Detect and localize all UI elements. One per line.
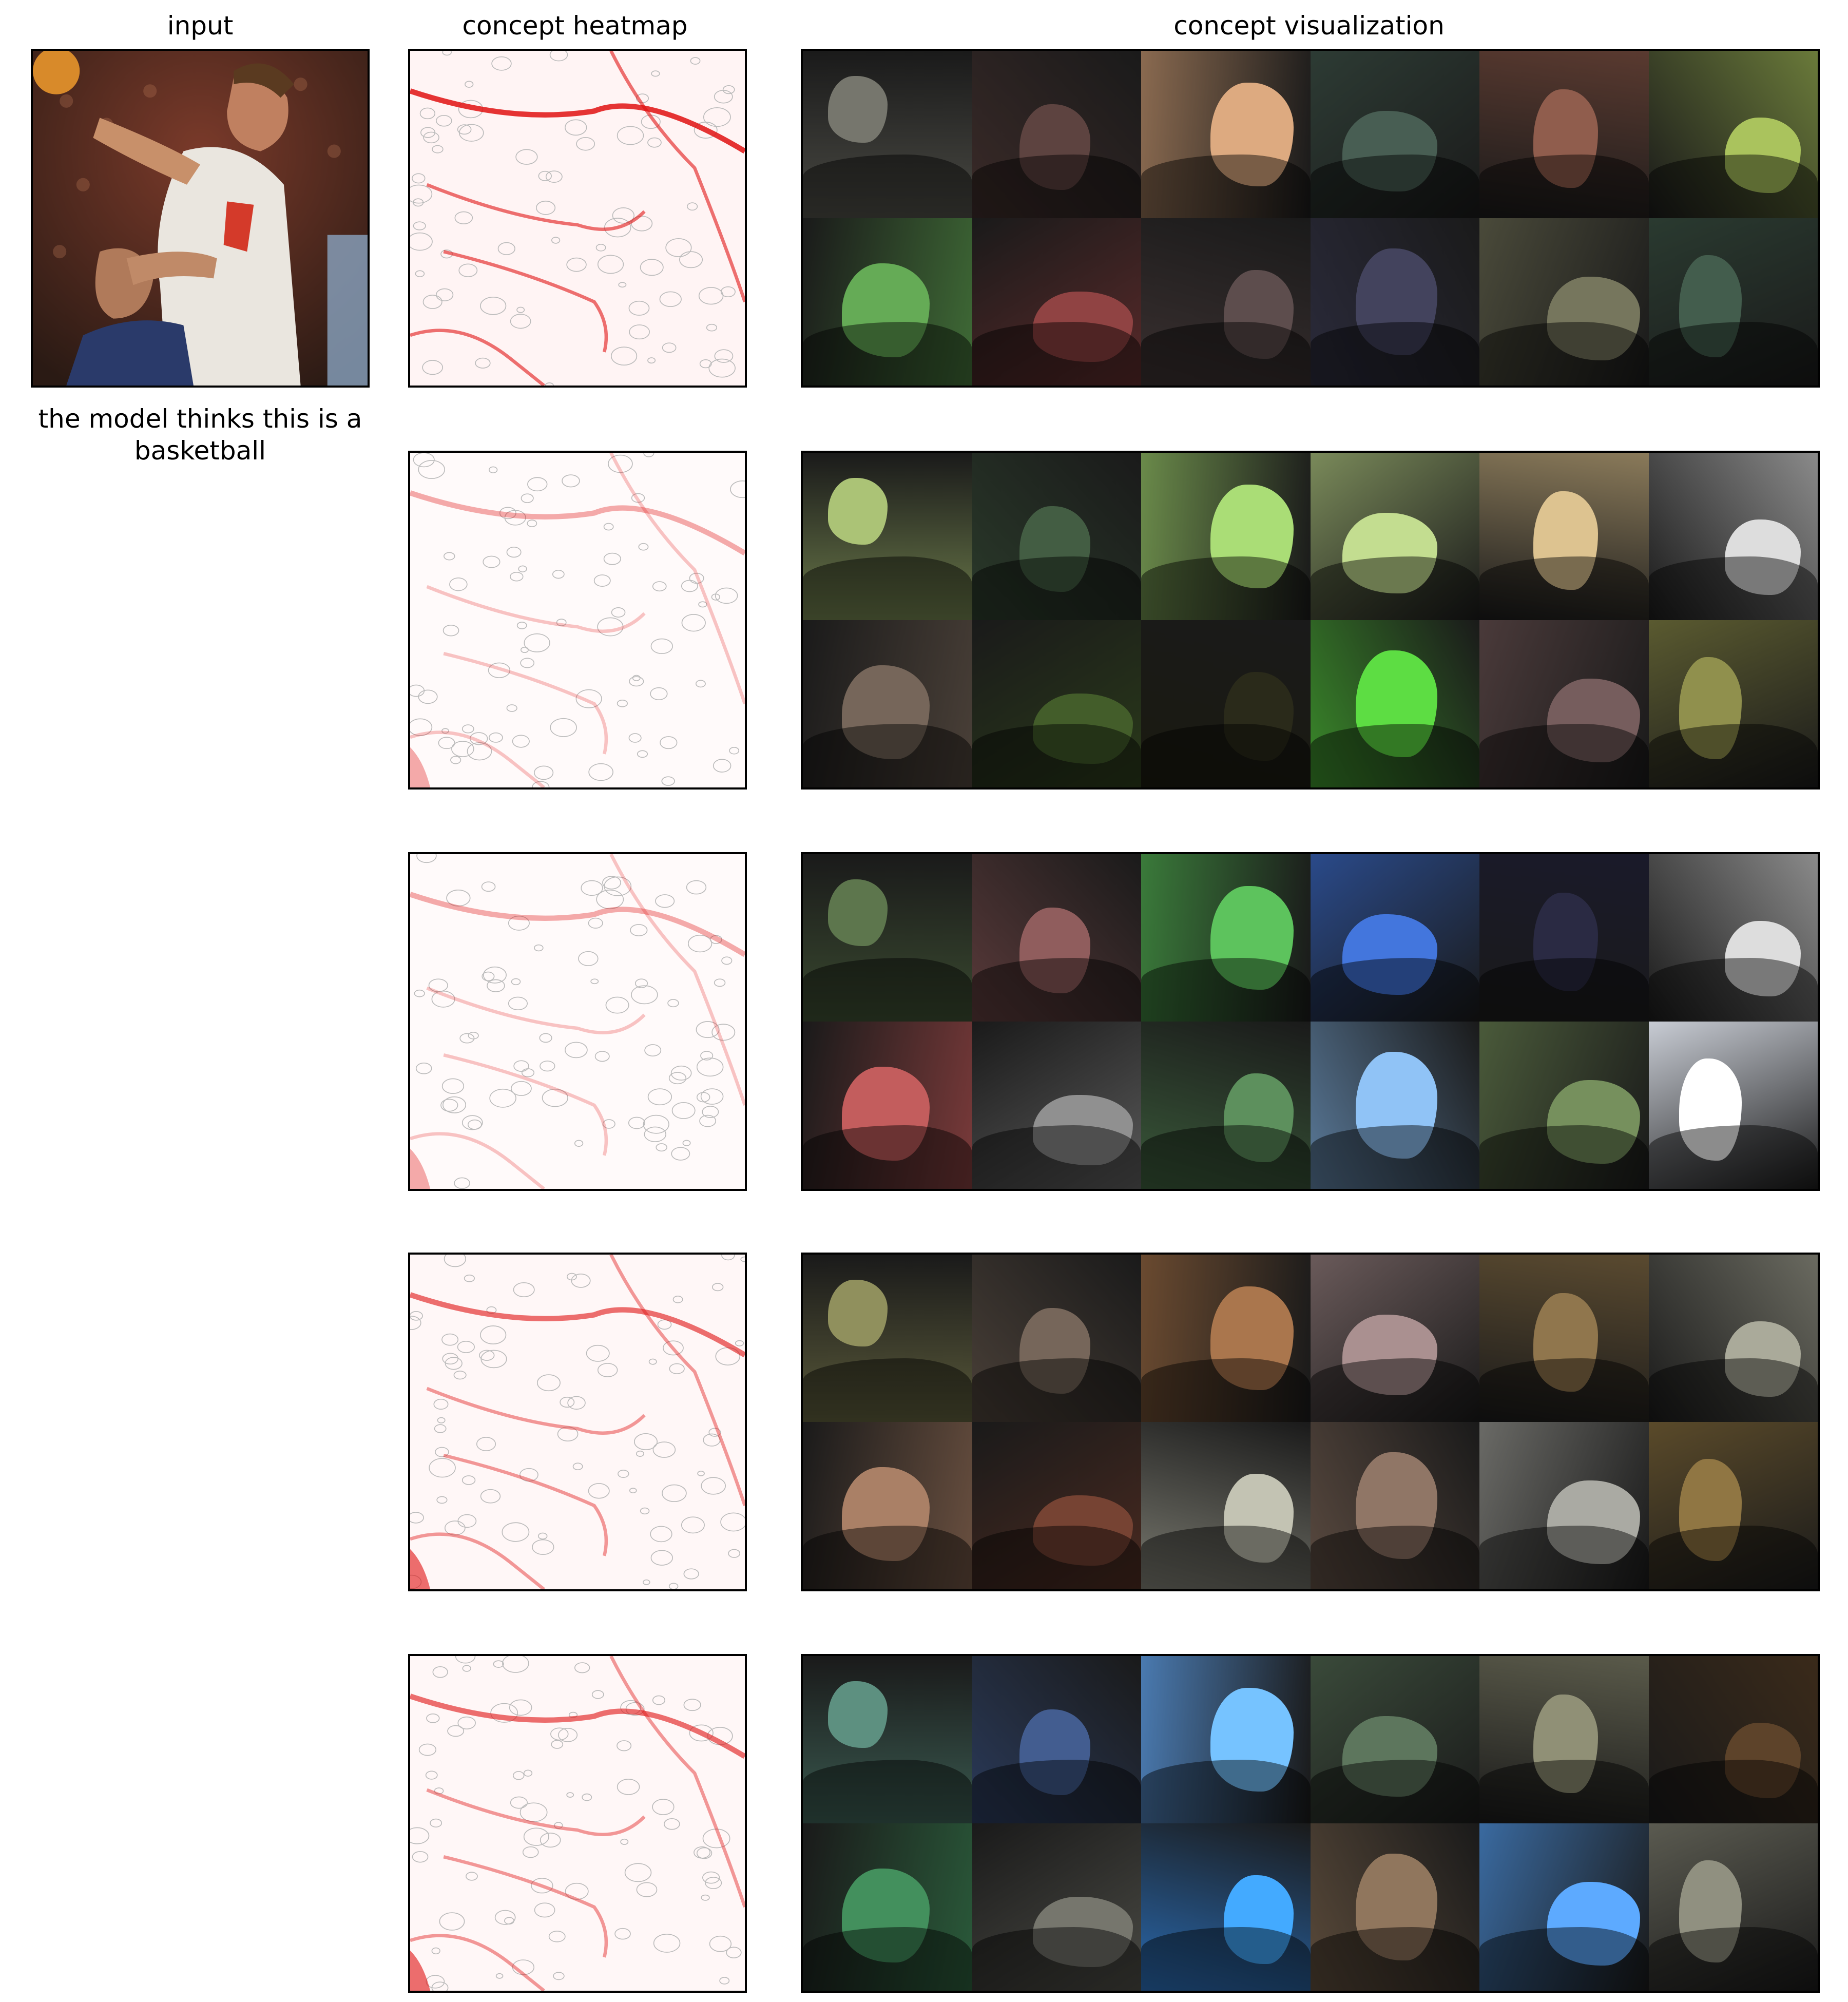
concept-example-tile [1479,51,1649,218]
concept-example-tile [972,854,1141,1022]
concept-visualization-grid [801,852,1820,1191]
concept-example-tile [1310,1656,1479,1823]
concept-example-tile [972,218,1141,386]
concept-example-tile [803,218,972,386]
concept-example-tile [1310,620,1479,787]
concept-example-tile [1648,1422,1818,1589]
concept-example-tile [972,620,1141,787]
concept-example-tile [803,620,972,787]
concept-example-tile [1479,854,1649,1022]
concept-example-tile [972,1022,1141,1189]
concept-heatmap [408,451,747,790]
concept-example-tile [1479,218,1649,386]
input-column-title: input [167,11,234,41]
concept-heatmap [408,49,747,388]
concept-example-tile [1648,1823,1818,1991]
concept-example-tile [1141,1022,1311,1189]
concept-example-tile [1479,1255,1649,1422]
concept-example-tile [972,51,1141,218]
concept-example-tile [1310,1422,1479,1589]
concept-example-tile [972,1255,1141,1422]
concept-example-tile [803,1823,972,1991]
concept-example-tile [1479,453,1649,620]
concept-example-tile [1479,1022,1649,1189]
heatmap-column-title: concept heatmap [462,11,688,41]
concept-example-tile [972,1656,1141,1823]
concept-example-tile [803,1422,972,1589]
concept-example-tile [1141,1656,1311,1823]
concept-example-tile [1648,620,1818,787]
concept-example-tile [1141,1823,1311,1991]
concept-example-tile [1141,218,1311,386]
concept-example-tile [1648,1255,1818,1422]
concept-heatmap [408,1654,747,1993]
concept-example-tile [803,854,972,1022]
concept-example-tile [1310,1022,1479,1189]
concept-heatmap [408,1253,747,1591]
concept-example-tile [803,51,972,218]
concept-example-tile [1648,453,1818,620]
concept-example-tile [1310,1823,1479,1991]
concept-example-tile [803,1656,972,1823]
concept-visualization-grid [801,1654,1820,1993]
concept-example-tile [1141,1255,1311,1422]
concept-example-tile [1648,218,1818,386]
concept-visualization-grid [801,451,1820,790]
concept-visualization-grid [801,1253,1820,1591]
concept-example-tile [1141,51,1311,218]
concept-example-tile [1648,51,1818,218]
concept-example-tile [1479,1422,1649,1589]
concept-example-tile [972,1422,1141,1589]
concept-example-tile [1310,1255,1479,1422]
concept-example-tile [1141,453,1311,620]
concept-example-tile [1479,1823,1649,1991]
concept-example-tile [803,1022,972,1189]
concept-example-tile [1479,1656,1649,1823]
concept-example-tile [1310,51,1479,218]
concept-example-tile [972,453,1141,620]
concept-example-tile [1648,1656,1818,1823]
concept-example-tile [803,1255,972,1422]
concept-example-tile [1310,218,1479,386]
concept-example-tile [972,1823,1141,1991]
concept-example-tile [1141,620,1311,787]
concept-example-tile [1479,620,1649,787]
concept-example-tile [1648,854,1818,1022]
concept-example-tile [1141,854,1311,1022]
visualization-column-title: concept visualization [1173,11,1445,41]
input-image [31,49,370,388]
concept-example-tile [803,453,972,620]
concept-heatmap [408,852,747,1191]
prediction-caption: the model thinks this is a basketball [38,404,362,466]
concept-example-tile [1310,854,1479,1022]
concept-example-tile [1310,453,1479,620]
concept-example-tile [1141,1422,1311,1589]
concept-visualization-grid [801,49,1820,388]
concept-example-tile [1648,1022,1818,1189]
